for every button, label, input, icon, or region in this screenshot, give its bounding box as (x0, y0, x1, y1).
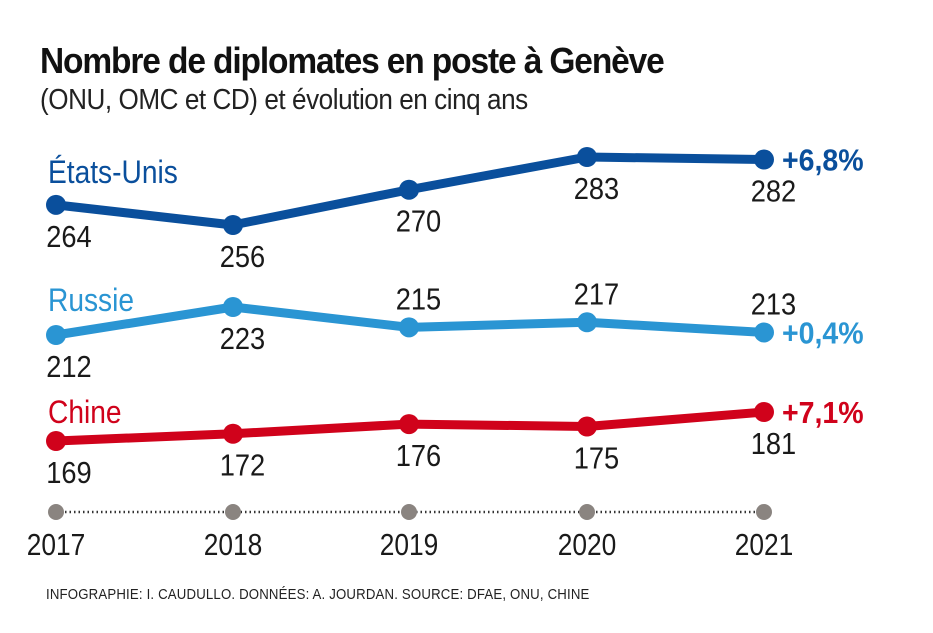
data-label: 212 (46, 350, 92, 384)
data-point-etats-unis (754, 149, 774, 170)
data-point-etats-unis (46, 194, 66, 215)
data-label: 176 (396, 440, 442, 474)
x-axis-tick (401, 504, 417, 520)
x-axis-tick (756, 504, 772, 520)
data-point-russie (399, 317, 419, 338)
x-tick-label: 2018 (204, 528, 263, 562)
data-point-russie (754, 322, 774, 343)
credit-line: INFOGRAPHIE: I. CAUDULLO. DONNÉES: A. JO… (46, 586, 590, 603)
change-label-etats-unis: +6,8% (782, 143, 864, 177)
data-point-russie (46, 325, 66, 345)
change-label-chine: +7,1% (782, 396, 864, 430)
data-label: 223 (220, 322, 266, 356)
data-point-chine (46, 431, 66, 451)
data-label: 169 (46, 456, 92, 490)
x-tick-label: 2019 (380, 528, 439, 562)
x-tick-label: 2017 (27, 528, 86, 562)
data-point-etats-unis (223, 215, 243, 235)
data-label: 217 (574, 278, 620, 312)
data-label: 270 (396, 205, 442, 239)
chart-subtitle: (ONU, OMC et CD) et évolution en cinq an… (40, 84, 528, 116)
data-point-russie (577, 312, 597, 333)
data-point-chine (754, 402, 774, 422)
data-point-russie (223, 297, 243, 317)
series-name-russie: Russie (48, 283, 134, 318)
data-label: 282 (751, 175, 797, 209)
x-tick-label: 2021 (735, 528, 794, 562)
data-label: 215 (396, 283, 442, 317)
data-label: 172 (220, 449, 266, 483)
chart-title: Nombre de diplomates en poste à Genève (40, 40, 665, 81)
x-axis-tick (48, 504, 64, 520)
x-tick-label: 2020 (558, 528, 617, 562)
data-point-etats-unis (399, 179, 419, 200)
data-label: 264 (46, 220, 92, 254)
change-label-russie: +0,4% (782, 316, 864, 350)
data-label: 213 (751, 288, 797, 322)
series-name-etats-unis: États-Unis (48, 155, 178, 190)
data-label: 175 (574, 442, 620, 476)
data-point-chine (577, 416, 597, 437)
series-name-chine: Chine (48, 395, 122, 430)
x-axis-tick (225, 504, 241, 520)
data-label: 181 (751, 427, 797, 461)
data-point-chine (399, 414, 419, 435)
data-label: 256 (220, 240, 266, 274)
x-axis-tick (579, 504, 595, 520)
data-point-chine (223, 423, 243, 444)
data-point-etats-unis (577, 147, 597, 167)
data-label: 283 (574, 172, 620, 206)
